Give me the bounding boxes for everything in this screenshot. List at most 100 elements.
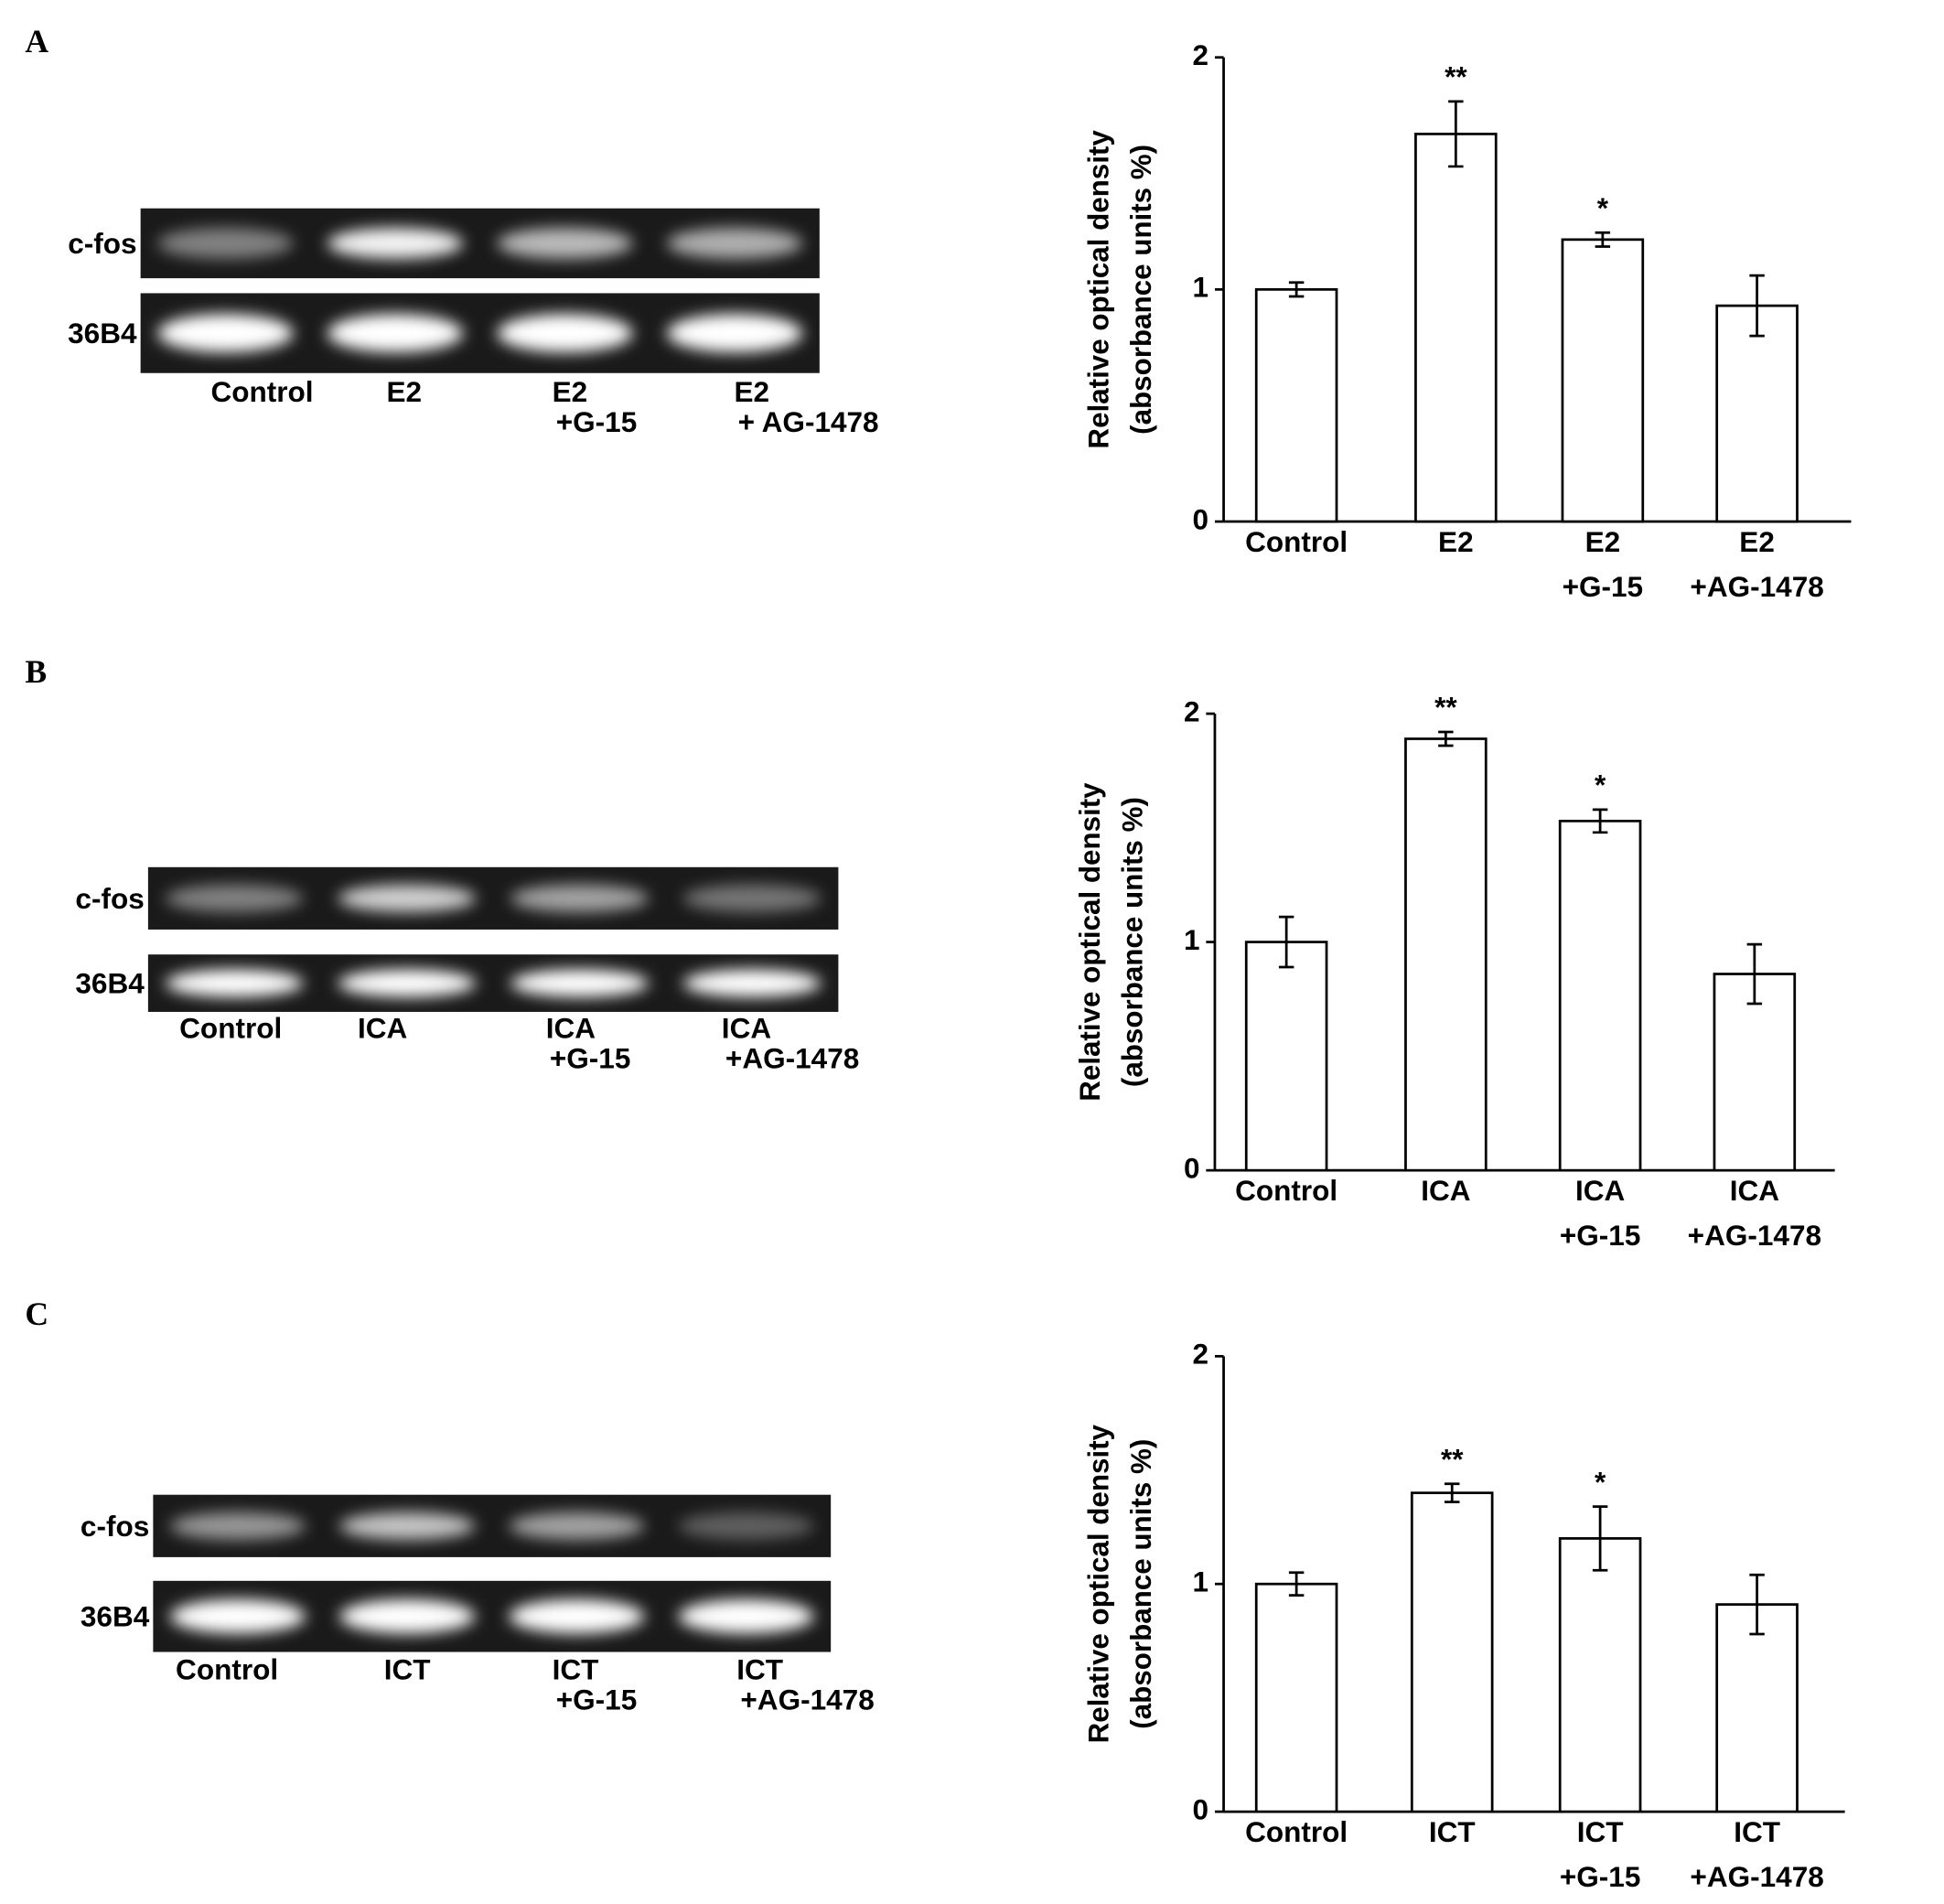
gel-band xyxy=(327,314,464,353)
y-axis-label: (absorbance units %) xyxy=(1125,1439,1157,1729)
gel-lane-label: + AG-1478 xyxy=(738,406,879,438)
y-tick-label: 0 xyxy=(1184,1153,1200,1185)
gel-band xyxy=(165,884,304,912)
gel-lane-label: ICT xyxy=(384,1654,431,1686)
significance-label: * xyxy=(1595,1466,1606,1498)
gel-row-label: c-fos xyxy=(75,883,144,915)
x-tick-label: Control xyxy=(1245,1816,1348,1848)
x-tick-label: +AG-1478 xyxy=(1690,571,1823,603)
gel-band xyxy=(169,1599,306,1634)
bar xyxy=(1715,304,1799,523)
gel-lane-label: ICA xyxy=(358,1013,407,1045)
gel-row-label: c-fos xyxy=(81,1511,149,1543)
gel-band xyxy=(682,884,822,912)
significance-label: ** xyxy=(1441,1444,1464,1476)
gel-band xyxy=(497,228,633,259)
gel-row-label: 36B4 xyxy=(68,317,137,350)
x-tick-label: ICT xyxy=(1577,1816,1624,1848)
gel-lane-label: ICA xyxy=(546,1013,596,1045)
panel-label: A xyxy=(25,23,48,59)
x-tick-label: ICA xyxy=(1730,1175,1779,1207)
gel-band xyxy=(509,1599,645,1634)
gel-lane-label: +G-15 xyxy=(550,1043,631,1075)
x-tick-label: E2 xyxy=(1739,526,1775,558)
gel-lane-label: Control xyxy=(179,1013,282,1045)
bar xyxy=(1410,1491,1494,1813)
x-tick-label: +AG-1478 xyxy=(1688,1220,1821,1252)
gel-band xyxy=(338,884,477,912)
gel-band xyxy=(339,1599,476,1634)
y-tick-label: 2 xyxy=(1193,39,1209,71)
significance-label: * xyxy=(1595,769,1606,801)
bar xyxy=(1558,1537,1642,1813)
gel-row-label: 36B4 xyxy=(81,1601,150,1633)
gel-band xyxy=(678,1511,814,1540)
gel-lane-label: +AG-1478 xyxy=(740,1683,874,1716)
y-tick-label: 0 xyxy=(1193,503,1209,535)
gel-band xyxy=(165,969,304,997)
bar xyxy=(1254,1582,1338,1813)
bar xyxy=(1715,1603,1799,1813)
x-tick-label: ICT xyxy=(1429,1816,1476,1848)
gel-band xyxy=(510,884,649,912)
gel-row-label: c-fos xyxy=(68,228,136,260)
gel-lane-label: +AG-1478 xyxy=(725,1043,859,1075)
y-axis-label: Relative optical density xyxy=(1082,130,1114,449)
y-axis-label: Relative optical density xyxy=(1082,1425,1114,1744)
x-tick-label: ICT xyxy=(1734,1816,1780,1848)
x-tick-label: +G-15 xyxy=(1563,571,1644,603)
gel-band xyxy=(157,228,294,259)
y-tick-label: 1 xyxy=(1193,272,1209,304)
gel-band xyxy=(157,314,294,353)
x-tick-label: E2 xyxy=(1585,526,1621,558)
gel-band xyxy=(497,314,633,353)
x-tick-label: Control xyxy=(1235,1175,1337,1207)
significance-label: ** xyxy=(1445,61,1467,93)
gel-band xyxy=(678,1599,814,1634)
bar xyxy=(1244,941,1328,1172)
y-axis-label: (absorbance units %) xyxy=(1116,797,1148,1087)
significance-label: * xyxy=(1597,192,1609,224)
x-tick-label: +G-15 xyxy=(1560,1861,1641,1893)
y-tick-label: 1 xyxy=(1184,924,1200,956)
gel-band xyxy=(682,969,822,997)
bar xyxy=(1414,133,1498,523)
gel-band xyxy=(509,1511,645,1540)
gel-lane-label: +G-15 xyxy=(556,1683,638,1716)
x-tick-label: ICA xyxy=(1575,1175,1625,1207)
x-tick-label: ICA xyxy=(1421,1175,1470,1207)
y-axis-label: (absorbance units %) xyxy=(1125,145,1157,435)
gel-lane-label: ICT xyxy=(553,1654,599,1686)
y-tick-label: 2 xyxy=(1184,695,1200,727)
gel-lane-label: Control xyxy=(176,1654,278,1686)
significance-label: ** xyxy=(1434,692,1457,724)
bar xyxy=(1558,819,1642,1172)
gel-row-label: 36B4 xyxy=(75,968,145,1000)
x-tick-label: Control xyxy=(1245,526,1348,558)
y-tick-label: 1 xyxy=(1193,1566,1209,1598)
gel-lane-label: E2 xyxy=(553,376,588,408)
x-tick-label: E2 xyxy=(1438,526,1474,558)
gel-band xyxy=(339,1511,476,1540)
gel-band xyxy=(327,228,464,259)
x-tick-label: +G-15 xyxy=(1560,1220,1641,1252)
panel-label: B xyxy=(25,653,47,690)
gel-lane-label: +G-15 xyxy=(556,406,638,438)
bar xyxy=(1254,288,1338,523)
y-tick-label: 0 xyxy=(1193,1793,1209,1825)
y-axis-label: Relative optical density xyxy=(1074,782,1106,1102)
gel-lane-label: Control xyxy=(210,376,313,408)
gel-band xyxy=(666,314,803,353)
panel-label: C xyxy=(25,1296,48,1332)
gel-band xyxy=(510,969,649,997)
gel-band xyxy=(666,228,803,259)
y-tick-label: 2 xyxy=(1193,1339,1209,1371)
gel-lane-label: ICA xyxy=(722,1013,771,1045)
bar xyxy=(1561,238,1645,523)
gel-band xyxy=(338,969,477,997)
gel-lane-label: E2 xyxy=(735,376,770,408)
gel-lane-label: ICT xyxy=(736,1654,783,1686)
bar xyxy=(1404,737,1488,1172)
